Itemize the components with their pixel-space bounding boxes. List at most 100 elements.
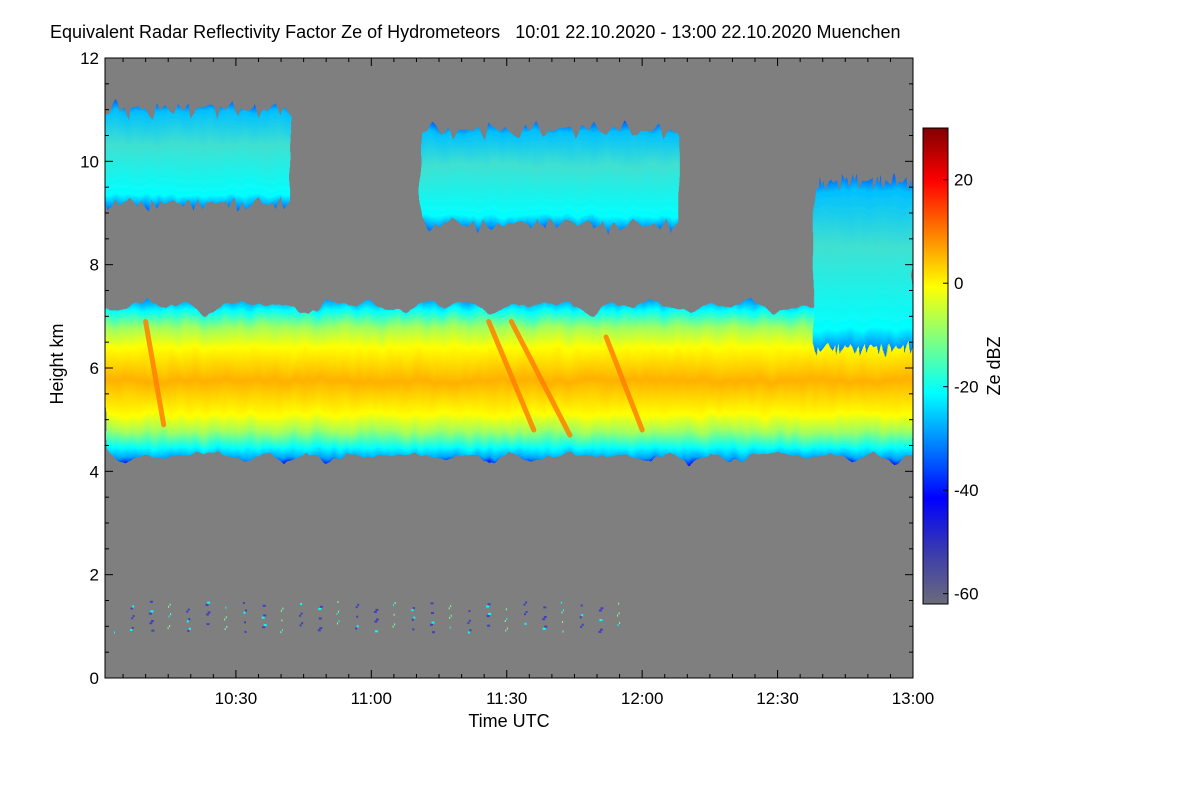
scatter-mark xyxy=(579,616,582,619)
scatter-mark xyxy=(225,606,227,609)
colorbar-tick-label: -20 xyxy=(954,378,979,397)
scatter-mark xyxy=(599,619,603,622)
scatter-mark xyxy=(130,607,133,610)
scatter-mark xyxy=(375,608,379,611)
scatter-mark xyxy=(394,623,396,626)
scatter-mark xyxy=(356,615,359,618)
scatter-mark xyxy=(394,602,396,604)
region-shape xyxy=(105,297,913,465)
scatter-mark xyxy=(168,615,170,618)
y-axis: 0 2 4 6 8 10 12 xyxy=(80,49,913,688)
fall-streaks xyxy=(143,319,645,438)
fall-streak-2 xyxy=(143,319,167,428)
scatter-mark xyxy=(543,606,547,609)
scatter-mark xyxy=(170,613,172,616)
y-tick-label: 2 xyxy=(90,566,99,585)
scatter-mark xyxy=(561,611,563,614)
scatter-mark xyxy=(525,611,528,613)
region-rising-plume-right xyxy=(813,173,913,357)
scatter-mark xyxy=(261,616,265,619)
scatter-mark xyxy=(243,611,246,614)
scatter-mark xyxy=(207,601,211,604)
scatter-mark xyxy=(560,601,562,604)
scatter-mark xyxy=(299,614,302,617)
y-axis-label: Height km xyxy=(47,323,67,404)
x-axis: 10:30 11:00 11:30 12:00 12:30 13:00 xyxy=(122,58,934,708)
scatter-mark xyxy=(262,604,266,607)
scatter-mark xyxy=(373,611,377,613)
x-tick-label: 11:00 xyxy=(351,689,392,708)
scatter-mark xyxy=(599,628,603,631)
scatter-mark xyxy=(188,627,191,630)
scatter-mark xyxy=(187,630,190,632)
scatter-mark xyxy=(262,626,266,629)
scatter-mark xyxy=(487,624,491,627)
scatter-mark xyxy=(167,627,169,630)
scatter-mark xyxy=(504,620,506,622)
scatter-mark xyxy=(448,607,450,610)
region-main-layer xyxy=(105,297,913,465)
scatter-mark xyxy=(280,609,282,612)
scatter-mark xyxy=(318,617,322,620)
fall-streak-0 xyxy=(486,319,537,433)
scatter-mark xyxy=(523,603,526,606)
scatter-mark xyxy=(338,610,339,613)
scatter-mark xyxy=(131,617,134,620)
scatter-mark xyxy=(299,624,302,627)
colorbar-tick-label: -60 xyxy=(954,585,979,604)
region-shape xyxy=(421,121,679,233)
scatter-mark xyxy=(300,603,303,605)
scatter-mark xyxy=(618,612,620,615)
scatter-mark xyxy=(392,625,394,628)
scatter-mark xyxy=(432,631,435,634)
scatter-mark xyxy=(505,608,507,611)
scatter-mark xyxy=(450,614,452,617)
scatter-mark xyxy=(619,621,621,624)
scatter-mark xyxy=(356,625,359,628)
colorbar-tick-label: 20 xyxy=(954,171,973,190)
scatter-mark xyxy=(375,618,379,621)
scatter-mark xyxy=(542,627,546,630)
y-tick-label: 0 xyxy=(90,669,99,688)
colorbar-gradient xyxy=(922,127,949,605)
scatter-mark xyxy=(281,619,283,622)
scatter-mark xyxy=(337,622,338,625)
scatter-mark xyxy=(357,603,360,606)
scatter-mark xyxy=(543,616,547,618)
scatter-mark xyxy=(280,631,282,634)
scatter-mark xyxy=(206,623,210,626)
region-upper-cirrus-middle xyxy=(421,121,679,233)
scatter-mark xyxy=(224,618,226,621)
scatter-mark xyxy=(449,616,451,619)
scatter-mark xyxy=(562,630,564,633)
scatter-mark xyxy=(563,609,564,612)
scatter-mark xyxy=(263,614,267,617)
scatter-mark xyxy=(525,601,528,604)
scatter-mark xyxy=(580,604,583,607)
scatter-mark xyxy=(598,630,602,633)
scatter-mark xyxy=(226,625,228,628)
scatter-mark xyxy=(487,603,491,606)
scatter-mark xyxy=(524,613,526,616)
chart-title: Equivalent Radar Reflectivity Factor Ze … xyxy=(50,22,501,42)
scatter-mark xyxy=(413,616,416,619)
scatter-mark xyxy=(169,625,171,627)
y-tick-label: 8 xyxy=(90,256,99,275)
scatter-mark xyxy=(600,607,604,610)
region-shape xyxy=(813,173,913,357)
chart-subtitle: 10:01 22.10.2020 - 13:00 22.10.2020 Muen… xyxy=(515,22,901,42)
scatter-mark xyxy=(506,627,508,630)
scatter-mark xyxy=(245,609,247,612)
scatter-mark xyxy=(206,613,209,616)
scatter-mark xyxy=(336,612,338,615)
scatter-mark xyxy=(486,615,490,618)
scatter-mark xyxy=(205,603,209,606)
scatter-mark xyxy=(374,630,378,633)
scatter-mark xyxy=(281,629,283,631)
scatter-mark xyxy=(355,627,358,630)
scatter-mark xyxy=(411,609,414,612)
scatter-mark xyxy=(301,622,304,625)
chart-title-line: Equivalent Radar Reflectivity Factor Ze … xyxy=(50,22,901,43)
